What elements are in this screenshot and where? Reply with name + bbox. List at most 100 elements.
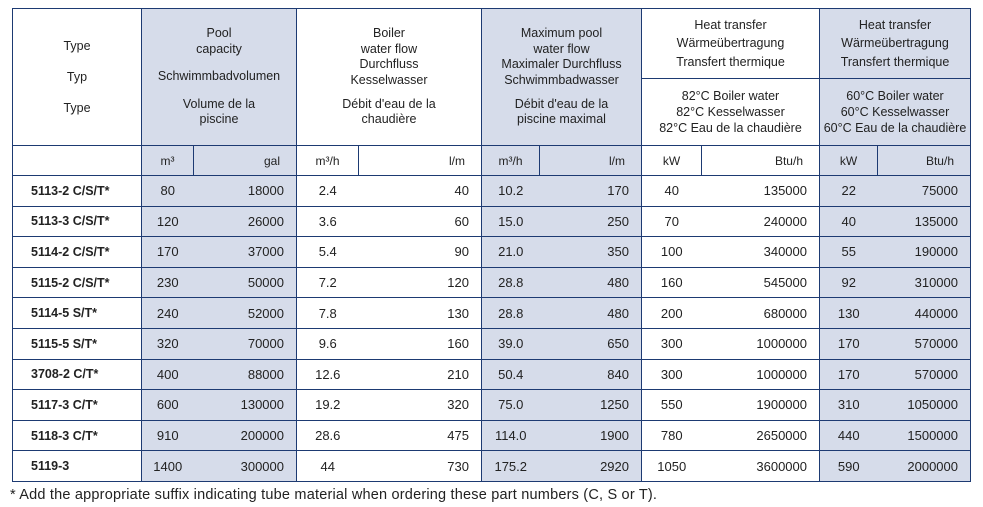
unit-cell: m³/h xyxy=(296,145,359,176)
value-cell: 88000 xyxy=(193,358,297,391)
boiler-flow-line: chaudière xyxy=(361,112,417,127)
heat82-title-line: Wärmeübertragung xyxy=(676,36,785,51)
value-cell: 1900000 xyxy=(701,389,820,421)
value-cell: 39.0 xyxy=(481,327,540,360)
boiler-flow-line: Durchfluss xyxy=(359,57,419,72)
value-cell: 170 xyxy=(539,175,642,207)
value-cell: 52000 xyxy=(193,297,297,329)
heat82-sub-line: 82°C Eau de la chaudière xyxy=(659,121,802,136)
spec-table: Type Typ Type Pool capacity Schwimmbadvo… xyxy=(12,8,971,482)
value-cell: 240000 xyxy=(701,205,820,238)
value-cell: 160 xyxy=(358,327,482,360)
unit-cell: gal xyxy=(193,145,297,176)
value-cell: 5.4 xyxy=(296,236,359,268)
unit-cell: l/m xyxy=(539,145,642,176)
row-type-cell: 5114-2 C/S/T* xyxy=(12,236,142,268)
table-row: 5119-3 1400 300000 44 730 175.2 2920 1050 360000… xyxy=(12,450,971,482)
value-cell: 310000 xyxy=(877,266,971,299)
value-cell: 910 xyxy=(141,419,194,452)
value-cell: 840 xyxy=(539,358,642,391)
boiler-flow-line: Débit d'eau de la xyxy=(342,96,436,111)
value-cell: 22 xyxy=(819,175,878,207)
value-cell: 60 xyxy=(358,205,482,238)
value-cell: 7.2 xyxy=(296,266,359,299)
type-label-en: Type xyxy=(63,38,91,53)
heat60-sub-line: 60°C Boiler water xyxy=(846,88,944,103)
value-cell: 240 xyxy=(141,297,194,329)
value-cell: 210 xyxy=(358,358,482,391)
heat82-sub-line: 82°C Kesselwasser xyxy=(676,104,785,119)
value-cell: 1000000 xyxy=(701,358,820,391)
pool-capacity-line: Volume de la xyxy=(182,96,256,111)
value-cell: 18000 xyxy=(193,175,297,207)
value-cell: 200000 xyxy=(193,419,297,452)
value-cell: 55 xyxy=(819,236,878,268)
value-cell: 175.2 xyxy=(481,450,540,482)
value-cell: 135000 xyxy=(877,205,971,238)
unit-cell: kW xyxy=(819,145,878,176)
value-cell: 40 xyxy=(641,175,702,207)
value-cell: 28.8 xyxy=(481,297,540,329)
heat60-title-line: Wärmeübertragung xyxy=(841,36,949,51)
type-header: Type Typ Type xyxy=(12,8,142,146)
value-cell: 570000 xyxy=(877,327,971,360)
value-cell: 15.0 xyxy=(481,205,540,238)
value-cell: 1500000 xyxy=(877,419,971,452)
value-cell: 135000 xyxy=(701,175,820,207)
row-type-cell: 5113-2 C/S/T* xyxy=(12,175,142,207)
value-cell: 10.2 xyxy=(481,175,540,207)
value-cell: 550 xyxy=(641,389,702,421)
value-cell: 190000 xyxy=(877,236,971,268)
pool-capacity-line: Schwimmbadvolumen xyxy=(157,69,281,84)
heat82-title-line: Heat transfer xyxy=(694,18,767,33)
value-cell: 650 xyxy=(539,327,642,360)
type-label-fr: Type xyxy=(63,100,91,115)
value-cell: 100 xyxy=(641,236,702,268)
value-cell: 480 xyxy=(539,266,642,299)
value-cell: 26000 xyxy=(193,205,297,238)
row-type-cell: 5114-5 S/T* xyxy=(12,297,142,329)
row-type-cell: 5115-2 C/S/T* xyxy=(12,266,142,299)
heat-transfer-82-title: Heat transfer Wärmeübertragung Transfert… xyxy=(642,9,819,79)
units-blank-cell xyxy=(12,145,142,176)
heat-transfer-60-header: Heat transfer Wärmeübertragung Transfert… xyxy=(819,8,971,146)
value-cell: 90 xyxy=(358,236,482,268)
value-cell: 120 xyxy=(141,205,194,238)
heat82-sub-line: 82°C Boiler water xyxy=(681,88,780,103)
value-cell: 3.6 xyxy=(296,205,359,238)
heat60-title-line: Heat transfer xyxy=(858,18,932,33)
value-cell: 200 xyxy=(641,297,702,329)
footnote: * Add the appropriate suffix indicating … xyxy=(10,487,658,503)
value-cell: 40 xyxy=(358,175,482,207)
pool-capacity-line: piscine xyxy=(199,112,239,127)
value-cell: 80 xyxy=(141,175,194,207)
value-cell: 19.2 xyxy=(296,389,359,421)
value-cell: 1400 xyxy=(141,450,194,482)
value-cell: 590 xyxy=(819,450,878,482)
unit-cell: m³/h xyxy=(481,145,540,176)
heat-transfer-82-sub: 82°C Boiler water 82°C Kesselwasser 82°C… xyxy=(642,79,819,145)
value-cell: 2000000 xyxy=(877,450,971,482)
value-cell: 250 xyxy=(539,205,642,238)
unit-cell: kW xyxy=(641,145,702,176)
boiler-flow-header: Boiler water flow Durchfluss Kesselwasse… xyxy=(296,8,482,146)
value-cell: 320 xyxy=(141,327,194,360)
row-type-cell: 5115-5 S/T* xyxy=(12,327,142,360)
value-cell: 130 xyxy=(358,297,482,329)
row-type-cell: 5117-3 C/T* xyxy=(12,389,142,421)
max-pool-flow-line: piscine maximal xyxy=(517,112,606,127)
value-cell: 300 xyxy=(641,358,702,391)
value-cell: 7.8 xyxy=(296,297,359,329)
value-cell: 440 xyxy=(819,419,878,452)
max-pool-flow-header: Maximum pool water flow Maximaler Durchf… xyxy=(481,8,642,146)
value-cell: 75000 xyxy=(877,175,971,207)
value-cell: 70 xyxy=(641,205,702,238)
value-cell: 70000 xyxy=(193,327,297,360)
heat-transfer-60-title: Heat transfer Wärmeübertragung Transfert… xyxy=(820,9,970,79)
value-cell: 730 xyxy=(358,450,482,482)
table-row: 5114-2 C/S/T* 170 37000 5.4 90 21.0 350 100 3400… xyxy=(12,236,971,268)
value-cell: 40 xyxy=(819,205,878,238)
pool-capacity-line: capacity xyxy=(196,41,242,56)
value-cell: 1250 xyxy=(539,389,642,421)
value-cell: 3600000 xyxy=(701,450,820,482)
